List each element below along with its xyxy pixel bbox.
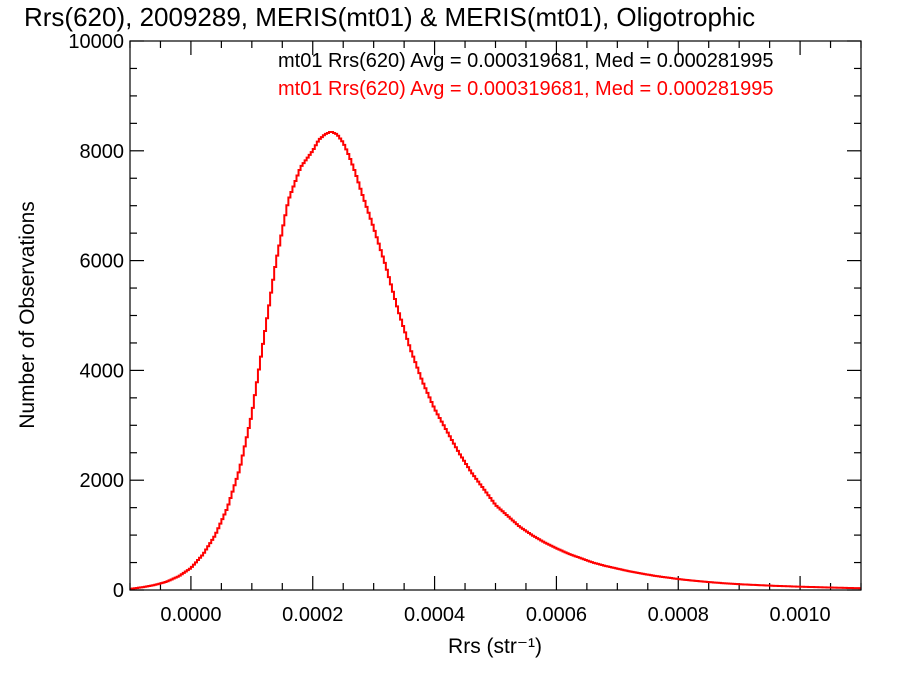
plot-frame (129, 40, 862, 591)
y-tick-label: 2000 (80, 470, 125, 492)
legend-entry-red: mt01 Rrs(620) Avg = 0.000319681, Med = 0… (278, 78, 774, 100)
axis-ticks (129, 40, 862, 591)
tick-labels: 0.0000 0.0002 0.0004 0.0006 0.0008 0.0010 0 200… (68, 31, 830, 626)
histogram-series-line (130, 131, 861, 590)
x-tick-label: 0.0010 (769, 604, 830, 626)
chart-title: Rrs(620), 2009289, MERIS(mt01) & MERIS(m… (24, 2, 756, 32)
y-tick-label: 8000 (80, 141, 125, 163)
y-tick-label: 4000 (80, 360, 125, 382)
y-axis-label: Number of Observations (16, 201, 39, 429)
legend-entry-black: mt01 Rrs(620) Avg = 0.000319681, Med = 0… (278, 50, 774, 72)
y-tick-label: 6000 (80, 251, 125, 273)
y-tick-label: 0 (113, 580, 124, 602)
x-tick-label: 0.0002 (282, 604, 343, 626)
x-tick-label: 0.0008 (648, 604, 709, 626)
y-tick-label: 10000 (68, 31, 124, 53)
x-tick-label: 0.0006 (526, 604, 587, 626)
x-tick-label: 0.0004 (404, 604, 465, 626)
x-tick-label: 0.0000 (160, 604, 221, 626)
x-axis-label: Rrs (str⁻¹) (448, 635, 542, 658)
